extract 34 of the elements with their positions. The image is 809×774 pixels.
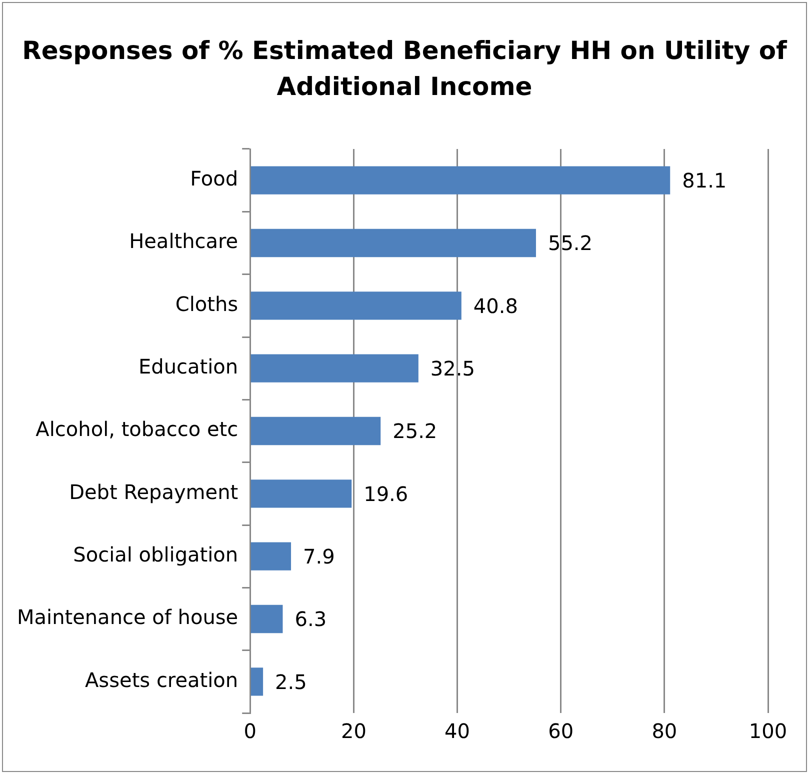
- chart-title: Responses of % Estimated Beneficiary HH on Utility of Additional Income: [21, 35, 788, 103]
- bar: [250, 292, 462, 320]
- x-tick-label: 40: [444, 719, 470, 744]
- bar: [250, 480, 352, 508]
- y-tick-label: Healthcare: [129, 229, 238, 254]
- x-tick-label: 60: [548, 719, 574, 744]
- y-tick-label: Assets creation: [84, 668, 238, 692]
- bar: [250, 354, 418, 382]
- x-tick-label: 0: [244, 719, 256, 744]
- y-tick-label: Debt Repayment: [69, 480, 238, 504]
- bar: [250, 228, 536, 258]
- data-label: 81.1: [682, 168, 727, 193]
- x-tick-label: 20: [340, 719, 366, 744]
- data-label: 6.3: [294, 607, 327, 632]
- data-label: 2.5: [275, 670, 307, 694]
- bar: [250, 166, 670, 194]
- y-tick-label: Alcohol, tobacco etc: [36, 417, 238, 442]
- data-label: 55.2: [548, 231, 593, 256]
- x-tick-label: 80: [652, 719, 678, 744]
- bar: [250, 604, 283, 634]
- bar: [250, 416, 381, 446]
- x-tick-label: 100: [748, 719, 788, 744]
- y-tick-label: Education: [138, 354, 238, 379]
- data-label: 7.9: [303, 544, 335, 569]
- bar: [250, 668, 264, 696]
- y-tick-label: Cloths: [175, 292, 238, 316]
- data-label: 19.6: [364, 482, 408, 506]
- y-tick-label: Social obligation: [73, 542, 238, 567]
- data-label: 25.2: [392, 419, 438, 444]
- y-tick-label: Food: [190, 166, 238, 191]
- y-tick-label: Maintenance of house: [16, 605, 238, 630]
- data-label: 32.5: [430, 356, 475, 381]
- bar: [250, 542, 292, 570]
- data-label: 40.8: [473, 294, 518, 318]
